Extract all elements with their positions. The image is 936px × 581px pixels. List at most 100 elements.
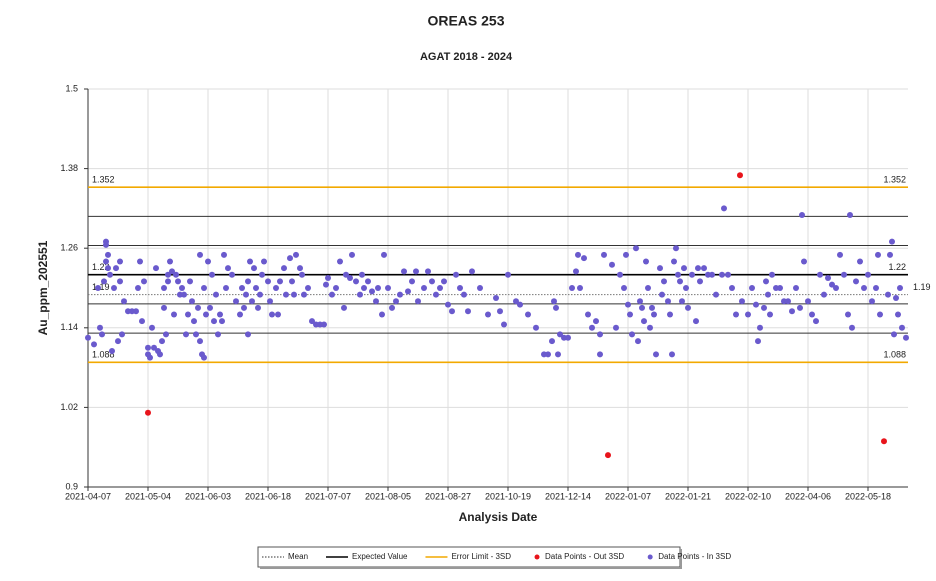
data-point: [203, 311, 209, 318]
reference-label: 1.088: [92, 350, 115, 360]
legend-label: Data Points - Out 3SD: [545, 552, 624, 561]
data-point: [763, 278, 769, 285]
data-point: [147, 354, 153, 361]
data-point: [869, 298, 875, 305]
x-tick-label: 2021-04-07: [65, 491, 111, 501]
data-point: [889, 238, 895, 245]
data-point: [745, 311, 751, 318]
data-point: [573, 268, 579, 275]
data-point: [837, 251, 843, 258]
data-point: [485, 311, 491, 318]
data-point: [673, 245, 679, 252]
data-point: [875, 251, 881, 258]
data-point: [153, 265, 159, 272]
data-point: [115, 338, 121, 345]
data-point: [841, 271, 847, 278]
data-point: [505, 271, 511, 278]
data-point: [693, 318, 699, 325]
data-point: [201, 285, 207, 291]
data-point: [585, 311, 591, 318]
data-point: [207, 304, 213, 311]
data-point: [801, 258, 807, 265]
data-point: [683, 285, 689, 291]
data-point: [325, 275, 331, 282]
legend-swatch: [647, 554, 653, 560]
data-point: [685, 304, 691, 311]
data-point: [95, 285, 101, 291]
data-point: [817, 271, 823, 278]
data-point: [197, 251, 203, 258]
data-point: [321, 321, 327, 328]
data-point: [895, 311, 901, 318]
data-point: [189, 298, 195, 305]
data-point: [737, 172, 743, 179]
data-point: [469, 268, 475, 275]
data-point: [533, 324, 539, 331]
data-point: [105, 251, 111, 258]
data-point: [789, 308, 795, 315]
data-point: [171, 311, 177, 318]
data-point: [677, 278, 683, 285]
data-point: [609, 261, 615, 268]
data-point: [297, 265, 303, 272]
data-point: [551, 298, 557, 305]
data-point: [265, 278, 271, 285]
y-tick-label: 1.26: [60, 243, 78, 253]
data-point: [145, 409, 151, 416]
data-point: [445, 301, 451, 308]
data-point: [209, 271, 215, 278]
y-tick-label: 1.02: [60, 402, 78, 412]
y-tick-label: 1.5: [65, 83, 78, 93]
data-point: [191, 318, 197, 325]
data-point: [761, 304, 767, 311]
data-point: [361, 285, 367, 291]
data-point: [633, 245, 639, 252]
data-point: [465, 308, 471, 315]
x-tick-label: 2022-05-18: [845, 491, 891, 501]
data-point: [337, 258, 343, 265]
data-point: [287, 255, 293, 262]
data-point: [641, 318, 647, 325]
x-tick-label: 2021-06-18: [245, 491, 291, 501]
data-point: [713, 291, 719, 298]
data-point: [793, 285, 799, 291]
data-point: [281, 265, 287, 272]
data-point: [91, 341, 97, 348]
data-point: [117, 258, 123, 265]
data-point: [169, 268, 175, 275]
data-point: [557, 331, 563, 338]
data-point: [679, 298, 685, 305]
data-point: [549, 338, 555, 345]
data-point: [251, 265, 257, 272]
data-point: [657, 265, 663, 272]
data-point: [667, 311, 673, 318]
data-point: [461, 291, 467, 298]
data-point: [305, 285, 311, 291]
data-point: [381, 251, 387, 258]
data-point: [597, 331, 603, 338]
data-point: [269, 311, 275, 318]
data-point: [341, 304, 347, 311]
data-point: [665, 298, 671, 305]
data-point: [289, 278, 295, 285]
data-point: [161, 304, 167, 311]
data-point: [891, 331, 897, 338]
y-tick-label: 1.38: [60, 163, 78, 173]
data-point: [797, 304, 803, 311]
reference-label: 1.22: [888, 262, 906, 272]
data-point: [555, 351, 561, 358]
data-point: [709, 271, 715, 278]
data-point: [167, 258, 173, 265]
data-point: [375, 285, 381, 291]
data-point: [109, 348, 115, 355]
data-point: [767, 311, 773, 318]
legend-label: Data Points - In 3SD: [658, 552, 731, 561]
data-point: [729, 285, 735, 291]
data-point: [441, 278, 447, 285]
y-axis-title: Au_ppm_202551: [36, 240, 50, 335]
data-point: [401, 268, 407, 275]
data-point: [217, 311, 223, 318]
data-point: [139, 318, 145, 325]
data-point: [849, 324, 855, 331]
